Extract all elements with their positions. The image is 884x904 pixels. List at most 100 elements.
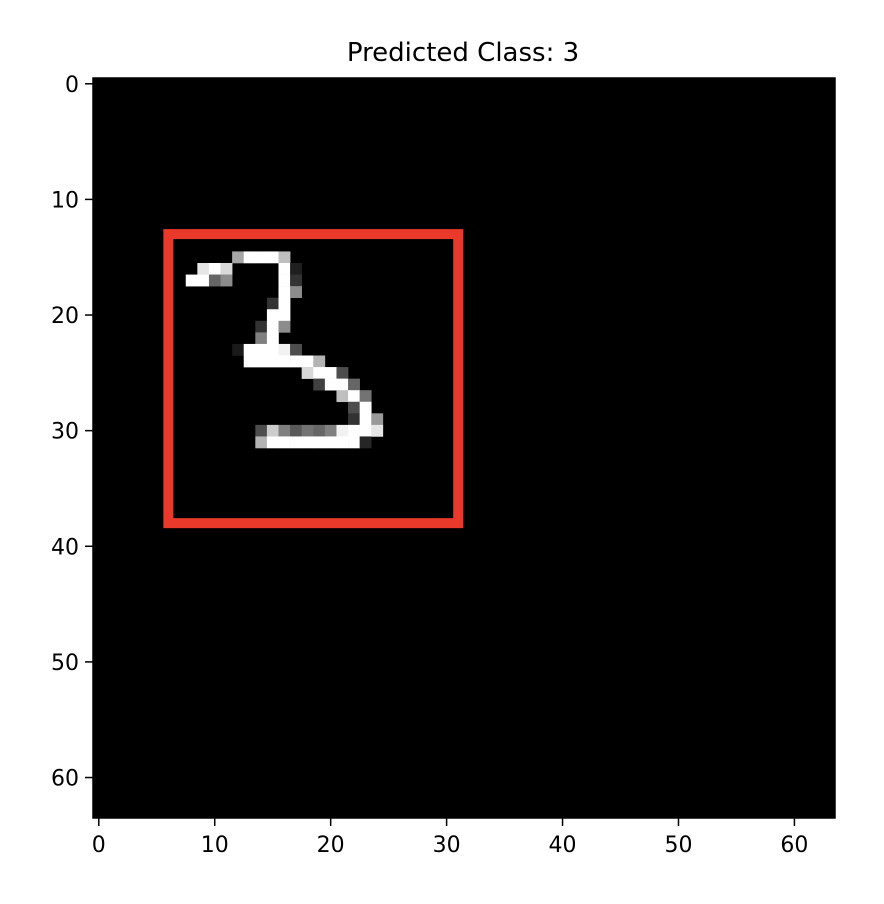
image-pixel [266,320,279,333]
image-pixel [255,355,268,368]
image-pixel [301,424,314,437]
image-pixel [336,436,349,449]
y-tick-label: 40 [51,535,79,560]
image-pixel [266,355,279,368]
y-tick-label: 50 [51,651,79,676]
image-pixel [324,424,337,437]
image-pixel [348,436,360,449]
x-tick-label: 30 [433,833,461,858]
image-pixel [266,332,279,345]
image-pixel [278,274,291,287]
image-pixel [255,320,268,333]
image-pixel [290,263,302,275]
image-pixel [290,286,302,298]
image-pixel [266,309,279,322]
image-pixel [266,436,279,449]
x-axis: 0 10 20 30 40 50 60 [92,818,808,858]
image-pixel [359,390,372,403]
image-pixel [324,436,337,449]
image-pixel [220,274,233,287]
image-pixel [278,309,291,322]
image-pixel [278,320,291,333]
image-pixel [243,343,256,356]
image-pixel [208,263,221,275]
image-plot-area [92,77,836,819]
image-pixel [336,378,349,391]
image-pixel [232,251,245,264]
image-pixel [324,378,337,391]
image-pixel [348,413,360,426]
image-pixel [290,436,302,449]
x-tick-label: 60 [780,833,808,858]
image-pixel [359,413,372,426]
y-tick-label: 0 [65,73,79,98]
image-pixel [278,286,291,298]
image-pixel [197,263,210,275]
image-pixel [290,274,302,287]
image-pixel [208,274,221,287]
image-pixel [348,390,360,403]
image-pixel [336,424,349,437]
image-pixel [336,367,349,379]
image-pixel [301,367,314,379]
image-pixel [266,424,279,437]
image-pixel [232,343,245,356]
x-tick-label: 40 [549,833,577,858]
image-pixel [301,355,314,368]
y-tick-label: 20 [51,304,79,329]
image-pixel [348,378,360,391]
x-tick-label: 20 [317,833,345,858]
plot-frame [92,77,836,819]
detection-bounding-box [163,229,464,529]
image-pixel [278,424,291,437]
image-pixel [301,436,314,449]
x-tick-label: 50 [664,833,692,858]
image-pixel [336,390,349,403]
image-pixel [313,424,326,437]
image-pixel [359,436,372,449]
image-pixel [255,251,268,264]
x-tick-label: 0 [92,833,106,858]
image-pixel [255,424,268,437]
image-pixel [359,424,372,437]
image-pixel [371,424,384,437]
image-pixel [266,251,279,264]
image-pixel [278,263,291,275]
image-pixel [348,401,360,414]
image-pixel [266,297,279,310]
image-pixel [348,424,360,437]
chart-title: Predicted Class: 3 [347,38,579,68]
image-pixel [255,332,268,345]
image-pixel [278,436,291,449]
image-pixel [197,274,210,287]
image-pixel [313,436,326,449]
image-pixel [313,355,326,368]
y-axis: 0 10 20 30 40 50 60 [51,73,93,792]
y-tick-label: 60 [51,767,79,792]
image-background [93,78,835,818]
image-pixel [266,343,279,356]
image-pixel [371,413,384,426]
image-pixel [359,401,372,414]
y-tick-label: 30 [51,420,79,445]
image-pixel [278,251,291,264]
digit-pixels [185,251,384,449]
image-pixel [278,297,291,310]
image-pixel [185,274,198,287]
image-pixel [313,378,326,391]
image-pixel [313,367,326,379]
image-pixel [243,251,256,264]
image-pixel [324,367,337,379]
image-pixel [290,343,302,356]
image-pixel [255,343,268,356]
x-tick-label: 10 [201,833,229,858]
image-pixel [255,436,268,449]
image-pixel [220,263,233,275]
image-pixel [278,343,291,356]
image-pixel [290,355,302,368]
image-pixel [290,424,302,437]
y-tick-label: 10 [51,188,79,213]
image-pixel [243,355,256,368]
image-pixel [278,355,291,368]
